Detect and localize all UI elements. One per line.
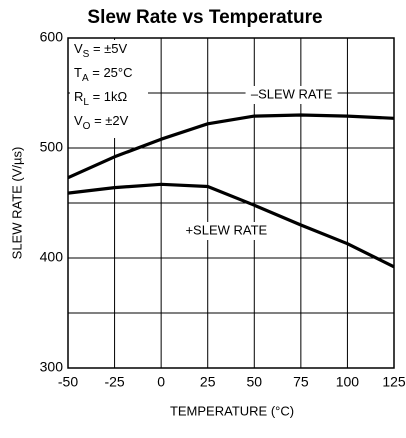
condition-main: V	[74, 41, 83, 56]
x-axis-label: TEMPERATURE (°C)	[170, 403, 294, 418]
condition-main: V	[74, 113, 83, 128]
y-tick-label: 400	[40, 249, 64, 265]
condition-rest: = 25°C	[89, 65, 133, 80]
condition-main: T	[74, 65, 82, 80]
conditions-box	[70, 40, 148, 138]
x-tick-label: 50	[246, 374, 262, 390]
condition-sub: A	[82, 73, 89, 84]
x-tick-label: -50	[58, 374, 78, 390]
x-tick-label: 125	[382, 374, 406, 390]
condition-sub: S	[83, 49, 90, 60]
x-tick-label: 0	[157, 374, 165, 390]
condition: VS = ±5V	[74, 41, 128, 59]
condition-main: R	[74, 89, 83, 104]
y-axis-label: SLEW RATE (V/µs)	[9, 147, 24, 260]
condition-rest: = 1kΩ	[89, 89, 128, 104]
condition: VO = ±2V	[74, 113, 129, 131]
condition: RL = 1kΩ	[74, 89, 127, 107]
plot-frame	[67, 37, 395, 369]
condition-rest: = ±2V	[90, 113, 128, 128]
series-label: +SLEW RATE	[185, 222, 267, 237]
series-label: –SLEW RATE	[251, 86, 333, 101]
series-line	[67, 113, 395, 180]
y-tick-label: 300	[40, 359, 64, 375]
series-label-bg	[180, 222, 273, 240]
series-line	[67, 182, 395, 269]
condition: TA = 25°C	[74, 65, 133, 83]
condition-sub: O	[83, 121, 91, 132]
x-tick-label: 25	[200, 374, 216, 390]
series-label-bg	[245, 86, 338, 104]
condition-sub: L	[83, 97, 89, 108]
x-tick-label: 100	[336, 374, 360, 390]
x-tick-label: -25	[104, 374, 124, 390]
y-tick-label: 600	[40, 29, 64, 45]
y-tick-label: 500	[40, 139, 64, 155]
x-tick-label: 75	[293, 374, 309, 390]
chart-title: Slew Rate vs Temperature	[87, 7, 322, 28]
condition-rest: = ±5V	[89, 41, 127, 56]
